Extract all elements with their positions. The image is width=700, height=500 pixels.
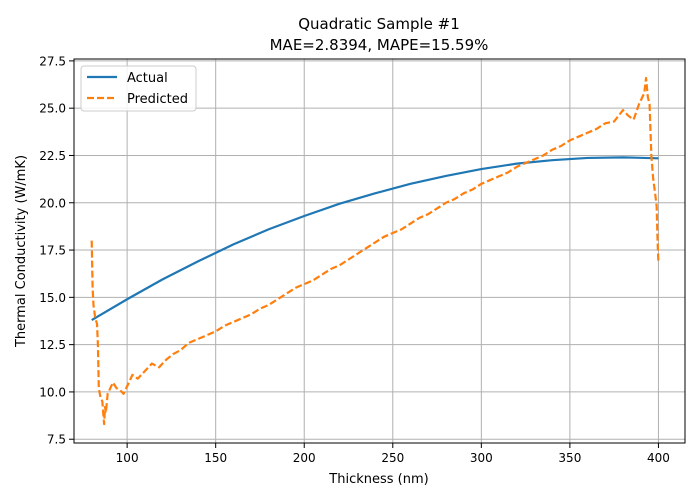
x-tick-label: 200 — [293, 451, 316, 465]
legend-label-actual: Actual — [127, 71, 168, 86]
chart-subtitle: MAE=2.8394, MAPE=15.59% — [270, 36, 489, 54]
x-tick-label: 150 — [204, 451, 227, 465]
x-tick-label: 350 — [558, 451, 581, 465]
chart-title: Quadratic Sample #1 — [298, 15, 460, 33]
series-line-actual — [91, 156, 659, 321]
y-tick-label: 17.5 — [39, 244, 66, 258]
y-tick-label: 10.0 — [39, 385, 66, 399]
x-tick-label: 400 — [647, 451, 670, 465]
y-axis: 7.5 10.0 12.5 15.0 17.5 20.0 22.5 25.0 27.5 — [39, 54, 74, 447]
y-tick-label: 22.5 — [39, 149, 66, 163]
legend-label-predicted: Predicted — [127, 92, 188, 107]
plot-frame — [73, 58, 686, 444]
y-tick-label: 25.0 — [39, 102, 66, 116]
y-tick-label: 20.0 — [39, 196, 66, 210]
y-tick-label: 12.5 — [39, 338, 66, 352]
y-tick-label: 27.5 — [39, 54, 66, 68]
x-tick-label: 100 — [116, 451, 139, 465]
y-tick-label: 15.0 — [39, 291, 66, 305]
x-axis: 100 150 200 250 300 350 400 — [116, 443, 670, 465]
x-tick-label: 250 — [381, 451, 404, 465]
x-axis-label: Thickness (nm) — [328, 472, 428, 487]
y-tick-label: 7.5 — [47, 433, 66, 447]
grid-lines — [74, 59, 685, 443]
series-line-predicted — [90, 76, 660, 426]
x-tick-label: 300 — [470, 451, 493, 465]
series-layer — [90, 76, 660, 426]
legend: Actual Predicted — [80, 65, 197, 112]
y-axis-label: Thermal Conductivity (W/mK) — [14, 155, 29, 348]
